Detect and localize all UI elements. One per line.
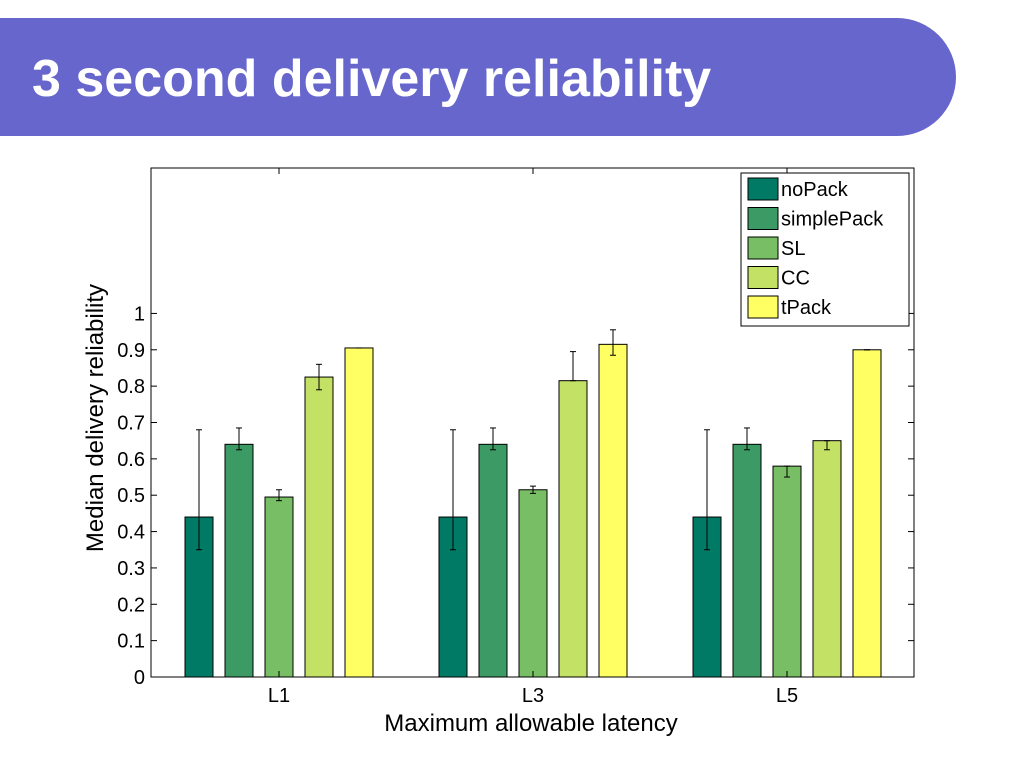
y-axis-ticks: 0 0.1 0.2 0.3 0.4 0.5 0.6 0.7 0.8 0.9 1 bbox=[117, 303, 914, 689]
legend-swatch-noPack bbox=[747, 177, 779, 201]
legend-swatch-simplePack bbox=[747, 207, 779, 230]
y-tick-label: 1 bbox=[134, 303, 145, 325]
error-bar-noPack-L1 bbox=[196, 429, 202, 551]
y-tick-label: 0.7 bbox=[117, 413, 145, 435]
error-bar-CC-L3 bbox=[570, 351, 576, 382]
y-tick-label: 0.1 bbox=[117, 631, 145, 653]
bar-CC-L1 bbox=[304, 376, 334, 678]
error-bar-noPack-L3 bbox=[450, 429, 456, 551]
x-tick-label-L5: L5 bbox=[776, 685, 798, 707]
error-bar-tPack-L3 bbox=[610, 329, 616, 356]
bar-SL-L3 bbox=[518, 489, 548, 678]
error-bar-SL-L5 bbox=[784, 465, 790, 478]
bar-CC-L3 bbox=[558, 380, 588, 678]
bar-simplePack-L5 bbox=[732, 443, 762, 678]
legend-label-tPack: tPack bbox=[781, 297, 832, 319]
title-banner bbox=[0, 18, 956, 136]
legend-label-CC: CC bbox=[781, 268, 810, 290]
error-bar-SL-L3 bbox=[530, 485, 536, 494]
legend-swatch-CC bbox=[747, 266, 779, 289]
y-tick-label: 0.3 bbox=[117, 558, 145, 580]
error-bar-CC-L5 bbox=[824, 440, 830, 451]
error-bar-noPack-L5 bbox=[704, 429, 710, 551]
bar-CC-L5 bbox=[812, 440, 842, 678]
x-tick-label-L1: L1 bbox=[268, 685, 290, 707]
x-axis-label: Maximum allowable latency bbox=[384, 710, 677, 737]
y-tick-label: 0.6 bbox=[117, 449, 145, 471]
y-tick-label: 0.2 bbox=[117, 594, 145, 616]
error-bar-CC-L1 bbox=[316, 363, 322, 391]
legend-label-SL: SL bbox=[781, 238, 805, 260]
legend-swatch-SL bbox=[747, 236, 779, 260]
y-tick-label: 0 bbox=[134, 667, 145, 689]
legend-label-simplePack: simplePack bbox=[781, 209, 884, 231]
error-bar-simplePack-L5 bbox=[744, 427, 750, 451]
y-tick-label: 0.5 bbox=[117, 485, 145, 507]
bar-simplePack-L1 bbox=[224, 443, 254, 678]
error-bar-simplePack-L1 bbox=[236, 427, 242, 451]
legend: noPack simplePack SL CC tPack bbox=[740, 172, 910, 327]
legend-label-noPack: noPack bbox=[781, 179, 849, 201]
bar-tPack-L5 bbox=[852, 349, 882, 678]
y-tick-label: 0.8 bbox=[117, 376, 145, 398]
bar-SL-L5 bbox=[772, 465, 802, 678]
bar-SL-L1 bbox=[264, 496, 294, 678]
x-tick-label-L3: L3 bbox=[522, 685, 544, 707]
x-axis-ticks: L1 L3 L5 bbox=[268, 168, 798, 707]
bar-tPack-L1 bbox=[344, 347, 374, 678]
legend-swatch-tPack bbox=[747, 295, 779, 319]
y-tick-label: 0.9 bbox=[117, 340, 145, 362]
bar-simplePack-L3 bbox=[478, 443, 508, 678]
plot-area bbox=[150, 167, 915, 678]
error-bar-SL-L1 bbox=[276, 489, 282, 502]
bar-tPack-L3 bbox=[598, 343, 628, 678]
slide-title: 3 second delivery reliability bbox=[32, 50, 712, 108]
error-bar-simplePack-L3 bbox=[490, 427, 496, 451]
y-tick-label: 0.4 bbox=[117, 522, 145, 544]
y-axis-label: Median delivery reliability bbox=[82, 284, 109, 552]
